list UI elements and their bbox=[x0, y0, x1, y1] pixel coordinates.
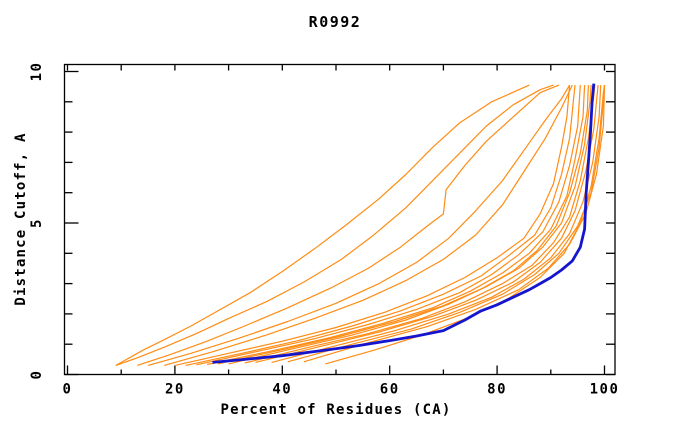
series-model-14 bbox=[271, 85, 602, 363]
x-tick-label: 60 bbox=[380, 382, 400, 398]
plot-frame bbox=[63, 63, 616, 376]
x-tick-label: 0 bbox=[63, 382, 73, 398]
series-model-12 bbox=[244, 85, 596, 364]
y-tick-label: 0 bbox=[29, 370, 45, 380]
series-model-07 bbox=[185, 85, 576, 366]
series-model-09 bbox=[206, 85, 586, 366]
series-model-11 bbox=[228, 85, 592, 365]
series-model-15 bbox=[287, 85, 606, 363]
series-model-08 bbox=[196, 85, 581, 366]
series-highlight-model bbox=[212, 83, 596, 364]
x-tick-label: 80 bbox=[487, 382, 507, 398]
series-model-02 bbox=[115, 84, 554, 366]
y-tick-label: 5 bbox=[29, 218, 45, 228]
chart-title: R0992 bbox=[309, 13, 362, 31]
y-axis-title: Distance Cutoff, A bbox=[13, 132, 29, 305]
series-model-05 bbox=[164, 84, 573, 366]
series-model-04 bbox=[147, 84, 571, 366]
x-tick-label: 40 bbox=[272, 382, 292, 398]
series-model-03 bbox=[137, 84, 560, 366]
series-model-16 bbox=[303, 85, 606, 363]
plot-area: 0 20 40 60 80 100 0 5 10 bbox=[29, 62, 620, 398]
x-tick-label: 20 bbox=[165, 382, 185, 398]
series-model-01 bbox=[115, 84, 530, 366]
y-tick-label: 10 bbox=[29, 62, 45, 82]
series-model-06 bbox=[174, 85, 571, 366]
series-model-17 bbox=[325, 85, 606, 365]
x-tick-label: 100 bbox=[590, 382, 620, 398]
x-axis-title: Percent of Residues (CA) bbox=[220, 402, 451, 418]
